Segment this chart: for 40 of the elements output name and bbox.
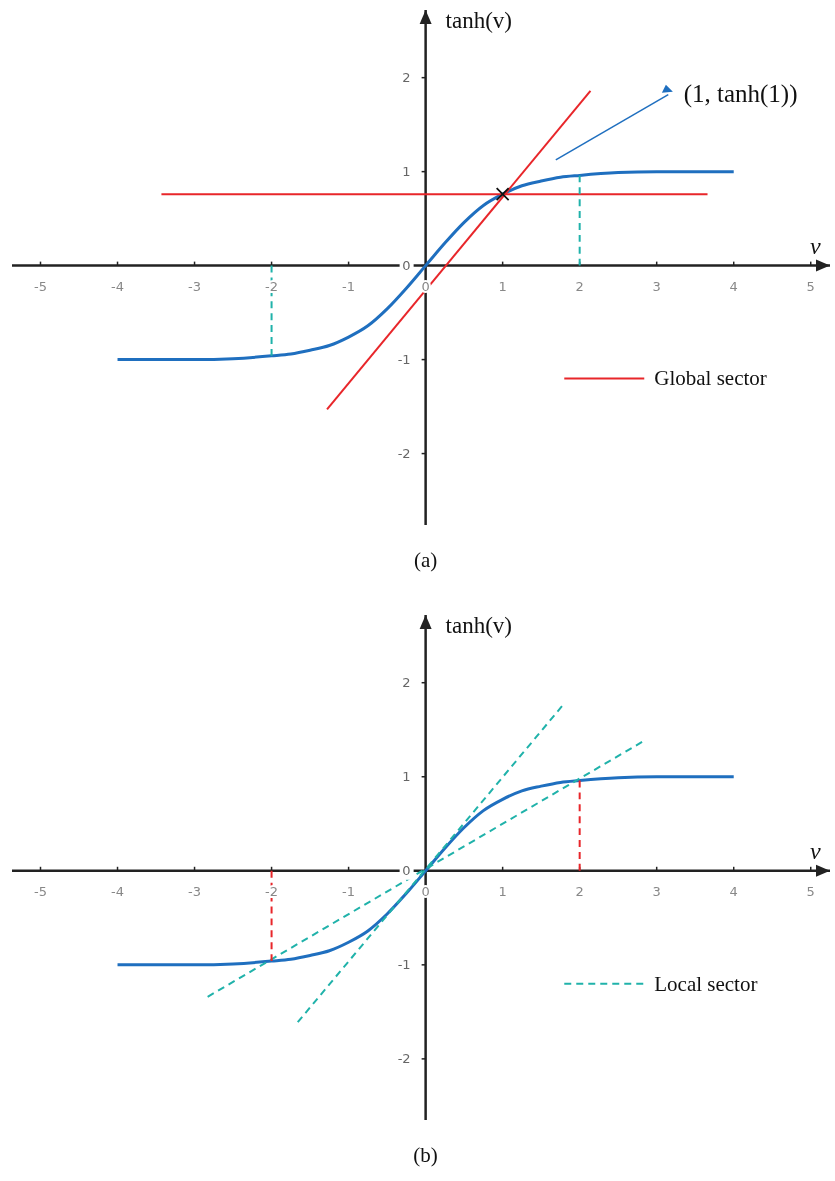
- y-tick-label: 1: [402, 163, 411, 179]
- x-tick-label: 0: [421, 278, 430, 294]
- x-tick-label: -4: [111, 278, 125, 294]
- y-tick-label: 0: [402, 862, 411, 878]
- x-tick-label: -3: [188, 278, 202, 294]
- annotation: (1, tanh(1)): [683, 79, 798, 108]
- x-tick-label: 2: [575, 278, 584, 294]
- x-tick-label: 5: [806, 278, 815, 294]
- text: (a): [413, 548, 438, 572]
- y-tick-label: 2: [402, 69, 411, 85]
- x-tick-label: 4: [729, 883, 738, 899]
- x-axis-title: v: [810, 232, 821, 259]
- y-tick-label: -2: [397, 1050, 411, 1066]
- y-tick-label: -1: [397, 956, 411, 972]
- y-tick-label: 2: [402, 674, 411, 690]
- x-tick-label: 2: [575, 883, 584, 899]
- x-tick-label: 5: [806, 883, 815, 899]
- x-tick-label: -3: [188, 883, 202, 899]
- x-tick-label: 1: [498, 883, 507, 899]
- x-tick-label: -5: [34, 278, 47, 294]
- x-tick-label: 1: [498, 278, 507, 294]
- x-tick-label: -1: [342, 278, 356, 294]
- y-tick-label: -1: [397, 351, 411, 367]
- x-tick-label: 4: [729, 278, 738, 294]
- text: (b): [413, 1143, 438, 1167]
- y-tick-label: -2: [397, 445, 411, 461]
- y-axis-title: tanh(v): [445, 613, 513, 638]
- legend-label: Local sector: [654, 971, 758, 996]
- y-tick-label: 0: [402, 257, 411, 273]
- x-tick-label: -2: [265, 278, 279, 294]
- x-tick-label: -1: [342, 883, 356, 899]
- x-axis-title: v: [810, 837, 821, 864]
- x-tick-label: -5: [34, 883, 47, 899]
- x-tick-label: 3: [652, 278, 661, 294]
- y-axis-title: tanh(v): [445, 8, 513, 33]
- x-tick-label: -4: [111, 883, 125, 899]
- legend-label: Global sector: [654, 366, 767, 391]
- x-tick-label: 3: [652, 883, 661, 899]
- x-tick-label: -2: [265, 883, 279, 899]
- y-tick-label: 1: [402, 768, 411, 784]
